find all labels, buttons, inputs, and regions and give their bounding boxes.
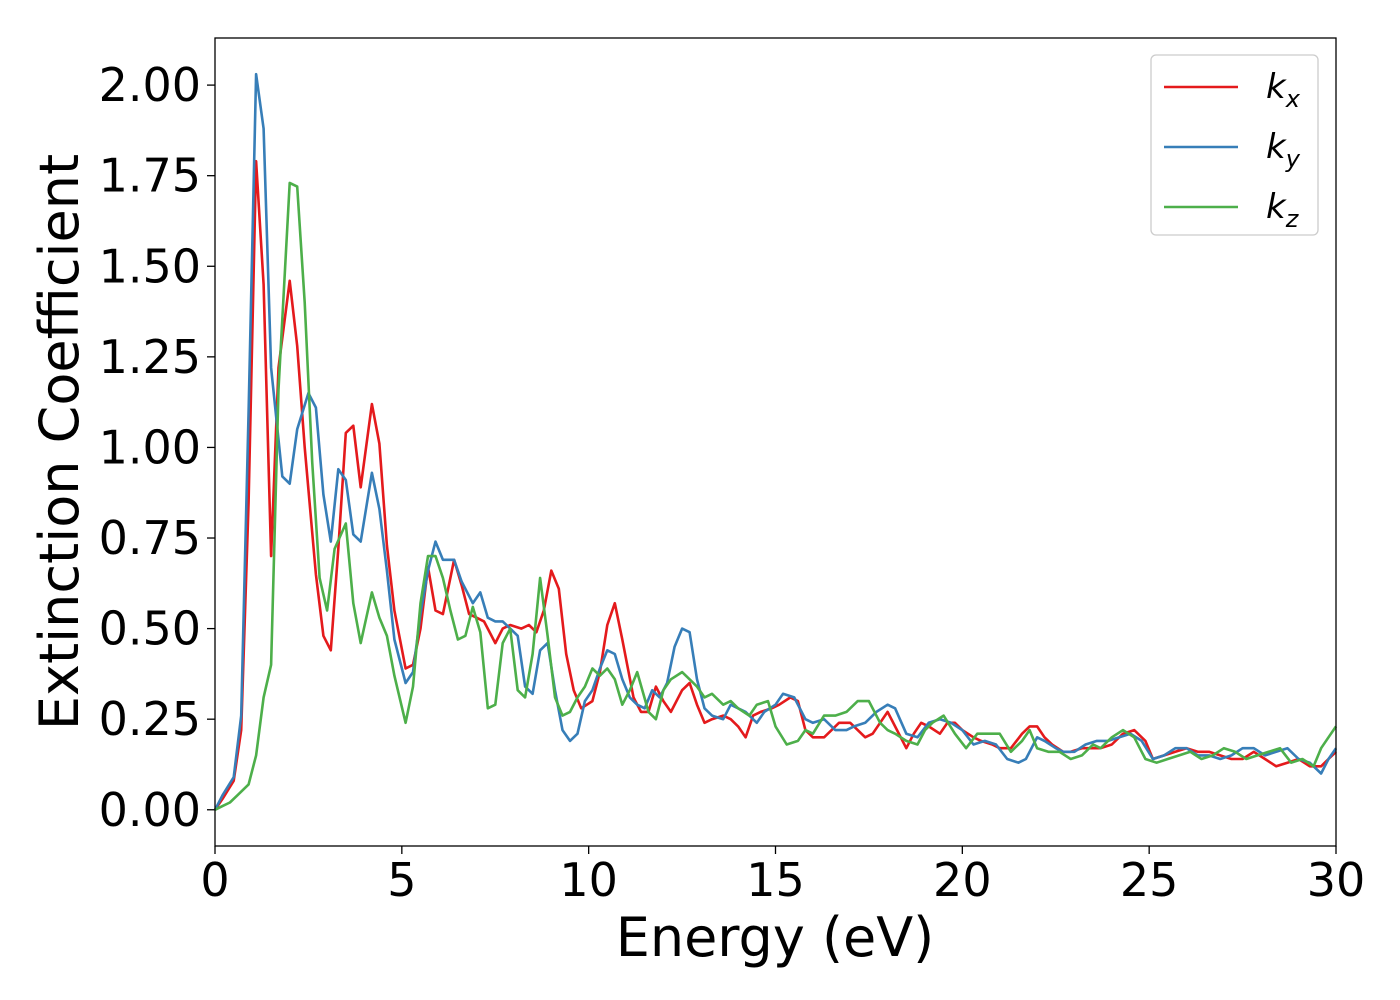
y-tick-label: 1.25 [99,330,201,384]
y-tick-label: 0.00 [99,783,201,837]
x-tick-label: 0 [200,853,229,907]
x-tick-label: 20 [933,853,992,907]
x-axis-title: Energy (eV) [616,906,935,969]
series-layer [213,72,1338,811]
y-tick-label: 0.50 [99,602,201,656]
y-tick-label: 1.00 [99,420,201,474]
x-tick-label: 10 [559,853,618,907]
legend-label-subscript: z [1285,205,1300,233]
x-tick-label: 15 [746,853,805,907]
legend-label-subscript: y [1285,145,1301,173]
legend-label-subscript: x [1285,85,1301,113]
series-line-kz [214,181,1338,811]
y-tick-label: 1.75 [99,149,201,203]
plot-frame [214,37,1337,847]
x-tick-label: 30 [1307,853,1366,907]
x-tick-label: 25 [1120,853,1179,907]
legend-label-kz: kz [1266,187,1300,233]
ticks-layer: 0 5 10 15 20 25 30 0.00 0.25 0.50 0.75 1.00 1.25 1.50… [99,58,1366,907]
y-tick-label: 0.75 [99,511,201,565]
series-line-kx [213,159,1337,811]
y-tick-label: 1.50 [99,239,201,293]
legend-label-kx: kx [1266,67,1301,113]
legend-frame [1150,54,1319,236]
legend-label-base: k [1266,67,1287,107]
y-axis-title: Extinction Coefficient [28,154,91,730]
y-tick-label: 2.00 [99,58,201,112]
legend-label-base: k [1266,127,1287,167]
legend-label-ky: ky [1266,127,1301,173]
legend-label-base: k [1266,187,1287,227]
x-tick-label: 5 [387,853,416,907]
y-tick-label: 0.25 [99,692,201,746]
